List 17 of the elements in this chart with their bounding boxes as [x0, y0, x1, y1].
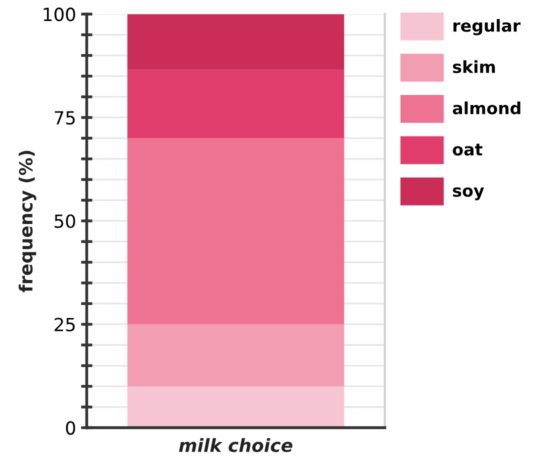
y-axis-title: frequency (%): [18, 150, 36, 292]
legend-label: almond: [452, 101, 520, 114]
y-tick-label: 50: [54, 214, 76, 228]
y-tick-label: 100: [44, 8, 76, 22]
y-tick-label: 75: [54, 111, 75, 125]
bar: [127, 324, 344, 386]
bar: [127, 386, 344, 428]
legend-label: soy: [452, 187, 484, 200]
bar: [127, 70, 344, 138]
y-tick-label: 0: [66, 421, 76, 435]
y-tick-label: 25: [54, 318, 75, 332]
legend-label: oat: [452, 144, 482, 156]
x-axis-title: milk choice: [179, 438, 292, 452]
legend-label: skim: [452, 60, 495, 74]
bar: [127, 138, 344, 324]
bar: [127, 14, 344, 70]
legend-label: regular: [453, 18, 521, 36]
